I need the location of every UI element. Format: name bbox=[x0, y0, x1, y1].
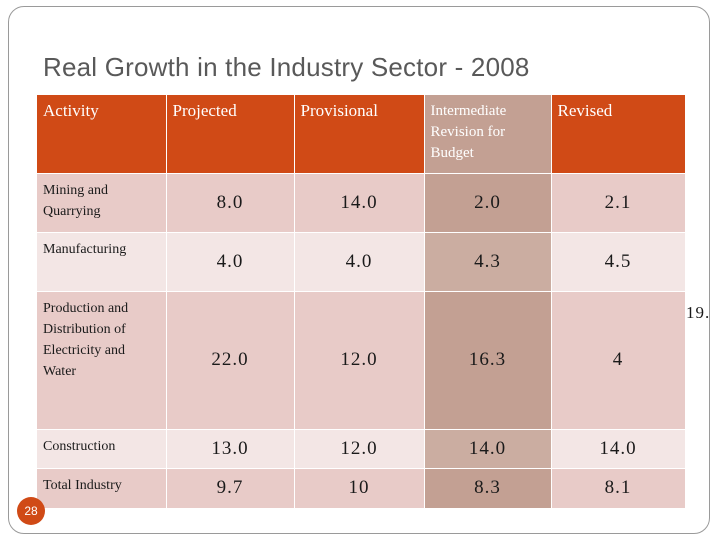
row-activity: Production and Distribution of Electrici… bbox=[37, 291, 167, 430]
table-row: Total Industry 9.7 10 8.3 8.1 bbox=[37, 468, 686, 509]
header-provisional: Provisional bbox=[294, 95, 425, 174]
row-revised: 2.1 bbox=[551, 173, 686, 233]
row-intermediate: 16.3 bbox=[424, 291, 552, 430]
row-activity: Total Industry bbox=[37, 468, 167, 509]
row-projected: 8.0 bbox=[166, 173, 295, 233]
row-revised: 4.5 bbox=[551, 232, 686, 292]
row-intermediate: 4.3 bbox=[424, 232, 552, 292]
row-revised: 4 bbox=[551, 291, 686, 430]
slide-number-badge: 28 bbox=[17, 497, 45, 525]
table-row: Production and Distribution of Electrici… bbox=[37, 291, 686, 430]
row-provisional: 4.0 bbox=[294, 232, 425, 292]
overflow-value: 19. bbox=[686, 303, 711, 322]
table-row: Construction 13.0 12.0 14.0 14.0 bbox=[37, 429, 686, 469]
row-projected: 13.0 bbox=[166, 429, 295, 469]
row-provisional: 14.0 bbox=[294, 173, 425, 233]
row-activity: Manufacturing bbox=[37, 232, 167, 292]
row-activity: Mining and Quarrying bbox=[37, 173, 167, 233]
row-intermediate: 8.3 bbox=[424, 468, 552, 509]
row-intermediate: 14.0 bbox=[424, 429, 552, 469]
header-projected: Projected bbox=[166, 95, 295, 174]
table-header-row: Activity Projected Provisional Intermedi… bbox=[37, 95, 686, 174]
header-revised: Revised bbox=[551, 95, 686, 174]
row-revised: 14.0 bbox=[551, 429, 686, 469]
row-activity: Construction bbox=[37, 429, 167, 469]
row-provisional: 10 bbox=[294, 468, 425, 509]
growth-table: Activity Projected Provisional Intermedi… bbox=[37, 95, 686, 509]
row-projected: 9.7 bbox=[166, 468, 295, 509]
row-projected: 4.0 bbox=[166, 232, 295, 292]
table-row: Mining and Quarrying 8.0 14.0 2.0 2.1 bbox=[37, 173, 686, 233]
row-provisional: 12.0 bbox=[294, 291, 425, 430]
header-intermediate: Intermediate Revision for Budget bbox=[424, 95, 552, 174]
row-revised: 8.1 bbox=[551, 468, 686, 509]
row-provisional: 12.0 bbox=[294, 429, 425, 469]
header-activity: Activity bbox=[37, 95, 167, 174]
table-row: Manufacturing 4.0 4.0 4.3 4.5 bbox=[37, 232, 686, 292]
slide-title: Real Growth in the Industry Sector - 200… bbox=[43, 52, 530, 82]
row-projected: 22.0 bbox=[166, 291, 295, 430]
row-intermediate: 2.0 bbox=[424, 173, 552, 233]
slide-frame bbox=[8, 6, 710, 534]
